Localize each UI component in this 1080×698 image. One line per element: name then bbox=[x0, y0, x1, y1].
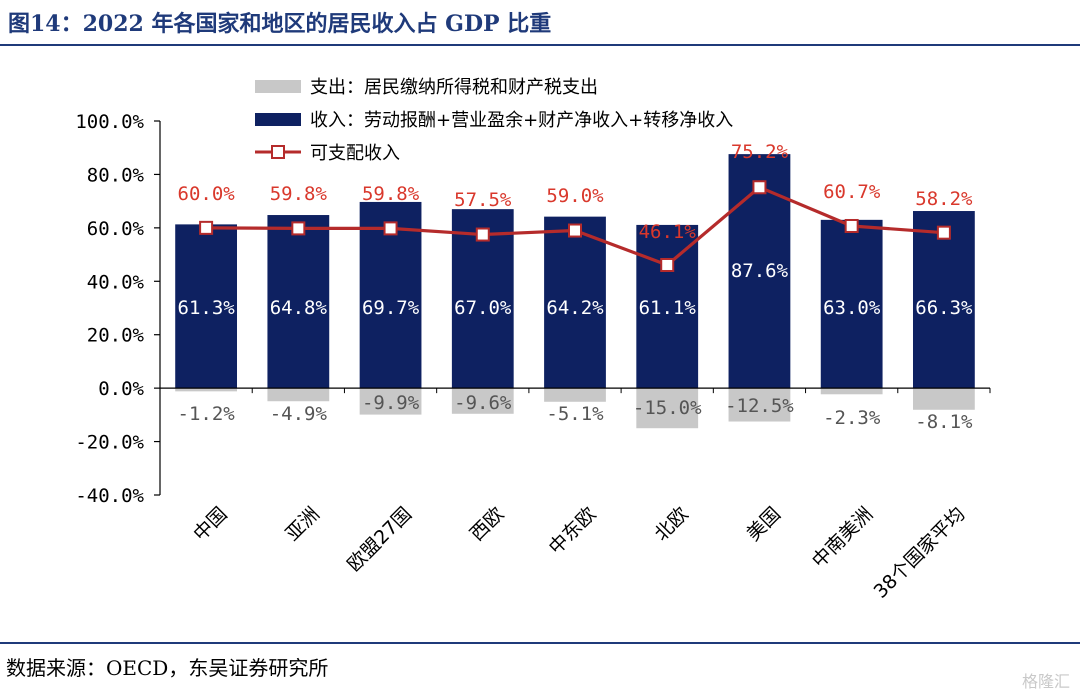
expense-label: -4.9% bbox=[270, 403, 328, 425]
disposable-line bbox=[199, 180, 951, 272]
x-category-label: 北欧 bbox=[650, 503, 692, 545]
income-label: 67.0% bbox=[454, 297, 512, 319]
income-label: 64.2% bbox=[546, 297, 604, 319]
disposable-label: 59.8% bbox=[362, 183, 420, 205]
expense-bars bbox=[175, 388, 975, 429]
expense-label: -12.5% bbox=[725, 395, 794, 417]
x-category-label: 38个国家平均 bbox=[870, 503, 970, 603]
disposable-label: 75.2% bbox=[731, 141, 789, 163]
y-tick-label: 0.0% bbox=[98, 378, 144, 400]
watermark: 格隆汇 bbox=[1021, 672, 1070, 691]
expense-label: -9.9% bbox=[362, 392, 420, 414]
income-label: 61.1% bbox=[639, 297, 697, 319]
y-tick-label: 60.0% bbox=[87, 218, 145, 240]
x-category-label: 亚洲 bbox=[281, 503, 323, 545]
expense-bar bbox=[912, 388, 975, 410]
expense-bar bbox=[728, 388, 791, 422]
income-bars bbox=[175, 154, 975, 389]
y-tick-label: 20.0% bbox=[87, 325, 145, 347]
legend-swatch-expense bbox=[255, 80, 301, 93]
x-category-label: 西欧 bbox=[466, 503, 508, 545]
y-axis: -40.0% -20.0% 0.0% 20.0% 40.0% 60.0% 80.0% 100.… bbox=[75, 111, 161, 507]
income-label: 64.8% bbox=[270, 297, 328, 319]
y-tick-label: 100.0% bbox=[75, 111, 144, 133]
y-tick-label: -20.0% bbox=[75, 432, 144, 454]
expense-label: -8.1% bbox=[915, 411, 973, 433]
income-label: 69.7% bbox=[362, 297, 420, 319]
disposable-label: 60.0% bbox=[178, 183, 236, 205]
legend-label-expense: 支出：居民缴纳所得税和财产税支出 bbox=[310, 77, 598, 98]
disposable-label: 59.0% bbox=[546, 185, 604, 207]
legend: 支出：居民缴纳所得税和财产税支出收入：劳动报酬+营业盈余+财产净收入+转移净收入… bbox=[255, 77, 733, 164]
income-bar bbox=[267, 215, 330, 389]
title-rule bbox=[0, 44, 1080, 46]
income-bar bbox=[912, 211, 975, 389]
expense-bar bbox=[451, 388, 514, 414]
expense-label: -5.1% bbox=[546, 403, 604, 425]
expense-bar bbox=[267, 388, 330, 402]
income-bar bbox=[820, 219, 883, 389]
y-tick-label: 40.0% bbox=[87, 271, 145, 293]
legend-swatch-marker bbox=[271, 145, 285, 159]
chart: 支出：居民缴纳所得税和财产税支出收入：劳动报酬+营业盈余+财产净收入+转移净收入… bbox=[75, 77, 991, 603]
income-bar bbox=[175, 224, 238, 389]
x-category-label: 中南美洲 bbox=[808, 503, 877, 572]
expense-bar bbox=[636, 388, 699, 429]
disposable-label: 46.1% bbox=[639, 221, 697, 243]
data-labels: 61.3% 64.8% 69.7% 67.0% 64.2% 61.1% 87.6% 63.0%… bbox=[178, 141, 974, 433]
income-label: 61.3% bbox=[178, 297, 236, 319]
expense-bar bbox=[175, 388, 238, 392]
disposable-point bbox=[383, 221, 398, 236]
expense-bar bbox=[820, 388, 883, 395]
disposable-label: 60.7% bbox=[823, 181, 881, 203]
disposable-label: 57.5% bbox=[454, 189, 512, 211]
income-label: 87.6% bbox=[731, 260, 789, 282]
income-bar bbox=[544, 216, 606, 389]
legend-label-disposable: 可支配收入 bbox=[310, 143, 400, 164]
expense-label: -9.6% bbox=[454, 392, 512, 414]
income-label: 63.0% bbox=[823, 297, 881, 319]
legend-label-income: 收入：劳动报酬+营业盈余+财产净收入+转移净收入 bbox=[310, 110, 733, 131]
source-note: 数据来源：OECD，东吴证券研究所 bbox=[6, 656, 329, 680]
disposable-point bbox=[568, 223, 582, 238]
income-bar bbox=[636, 224, 699, 389]
expense-label: -15.0% bbox=[633, 397, 702, 419]
expense-label: -2.3% bbox=[823, 407, 881, 429]
disposable-point bbox=[660, 257, 675, 272]
y-tick-label: 80.0% bbox=[87, 164, 145, 186]
expense-label: -1.2% bbox=[178, 403, 236, 425]
expense-bar bbox=[544, 388, 606, 402]
disposable-point bbox=[844, 218, 859, 233]
x-category-label: 中东欧 bbox=[545, 503, 601, 559]
legend-swatch-income bbox=[255, 113, 301, 126]
x-category-label: 中国 bbox=[189, 503, 231, 545]
disposable-point bbox=[752, 180, 767, 195]
y-tick-label: -40.0% bbox=[75, 485, 144, 507]
disposable-label: 59.8% bbox=[270, 183, 328, 205]
disposable-point bbox=[936, 225, 951, 240]
x-category-label: 欧盟27国 bbox=[343, 503, 416, 576]
disposable-point bbox=[291, 221, 306, 236]
footer-rule bbox=[0, 642, 1080, 644]
disposable-point bbox=[475, 227, 490, 242]
x-category-label: 美国 bbox=[743, 503, 785, 545]
disposable-point bbox=[199, 220, 214, 235]
figure-title: 图14：2022 年各国家和地区的居民收入占 GDP 比重 bbox=[8, 11, 552, 37]
expense-bar bbox=[359, 388, 422, 415]
disposable-label: 58.2% bbox=[915, 188, 973, 210]
income-label: 66.3% bbox=[915, 297, 973, 319]
